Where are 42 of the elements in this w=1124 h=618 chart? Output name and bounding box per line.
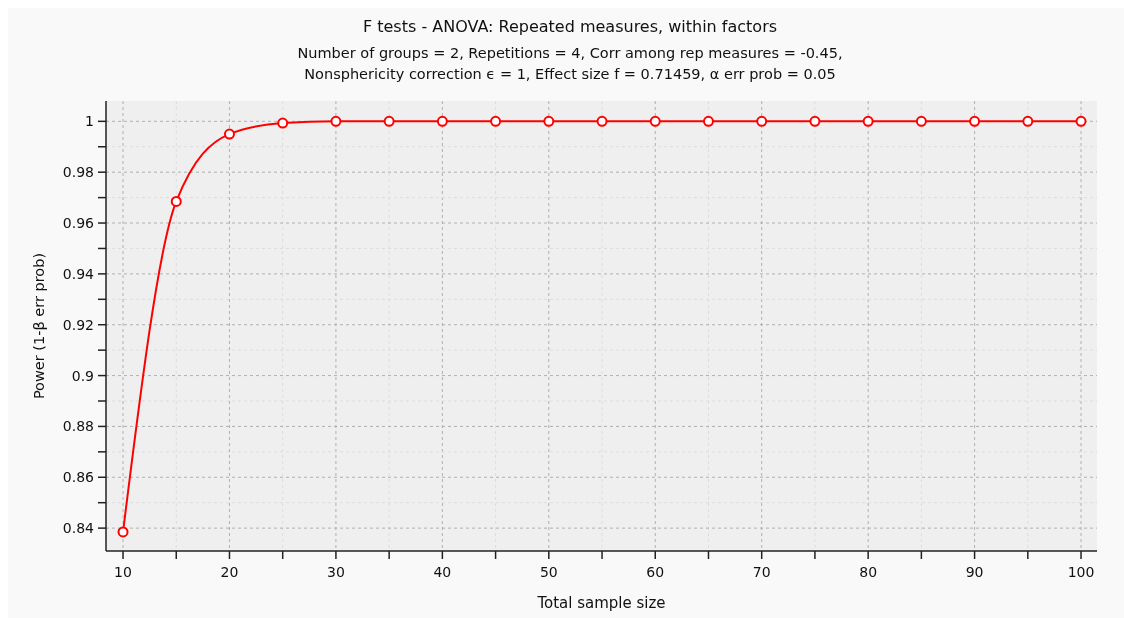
x-tick-label: 30	[327, 564, 345, 580]
x-tick-label: 90	[965, 564, 984, 580]
point	[809, 115, 821, 127]
y-tick-label: 0.98	[62, 164, 94, 181]
point	[223, 128, 235, 140]
point	[1075, 115, 1087, 127]
point	[277, 117, 289, 129]
point	[649, 115, 661, 127]
point	[862, 115, 874, 127]
y-tick-label: 0.94	[62, 265, 95, 282]
x-tick-label: 80	[859, 564, 878, 580]
point	[1022, 115, 1034, 127]
point	[756, 115, 768, 127]
x-axis-title: Total sample size	[536, 594, 666, 612]
point	[596, 115, 608, 127]
point	[969, 115, 981, 127]
y-tick-label: 1	[85, 113, 94, 130]
y-tick-label: 0.86	[62, 469, 95, 486]
point	[543, 115, 555, 127]
y-tick-label: 0.9	[71, 367, 94, 384]
y-tick-label: 0.96	[62, 215, 95, 232]
x-tick-label: 40	[433, 564, 452, 580]
point	[117, 526, 129, 538]
point	[915, 115, 927, 127]
point	[702, 115, 714, 127]
point	[436, 115, 448, 127]
point	[383, 115, 395, 127]
x-tick-label: 70	[752, 564, 771, 580]
y-tick-label: 0.92	[62, 316, 94, 333]
point	[170, 195, 182, 207]
x-tick-label: 100	[1067, 564, 1095, 580]
x-tick-label: 60	[646, 564, 665, 580]
chart-title: F tests - ANOVA: Repeated measures, within factors	[362, 17, 778, 36]
y-axis-title: Power (1-β err prob)	[31, 252, 47, 400]
point	[330, 115, 342, 127]
x-tick-label: 10	[114, 564, 132, 580]
x-tick-label: 20	[220, 564, 239, 580]
y-tick-label: 0.84	[62, 520, 95, 537]
chart-subtitle: Number of groups = 2, Repetitions = 4, Corr among rep measures = -0.45, Nonsphericity correction ϵ = 1, Effect size f = 0.71459, α err prob = 0.05	[297, 45, 843, 82]
y-tick-label: 0.88	[62, 418, 94, 435]
x-tick-label: 50	[539, 564, 558, 580]
point	[490, 115, 502, 127]
